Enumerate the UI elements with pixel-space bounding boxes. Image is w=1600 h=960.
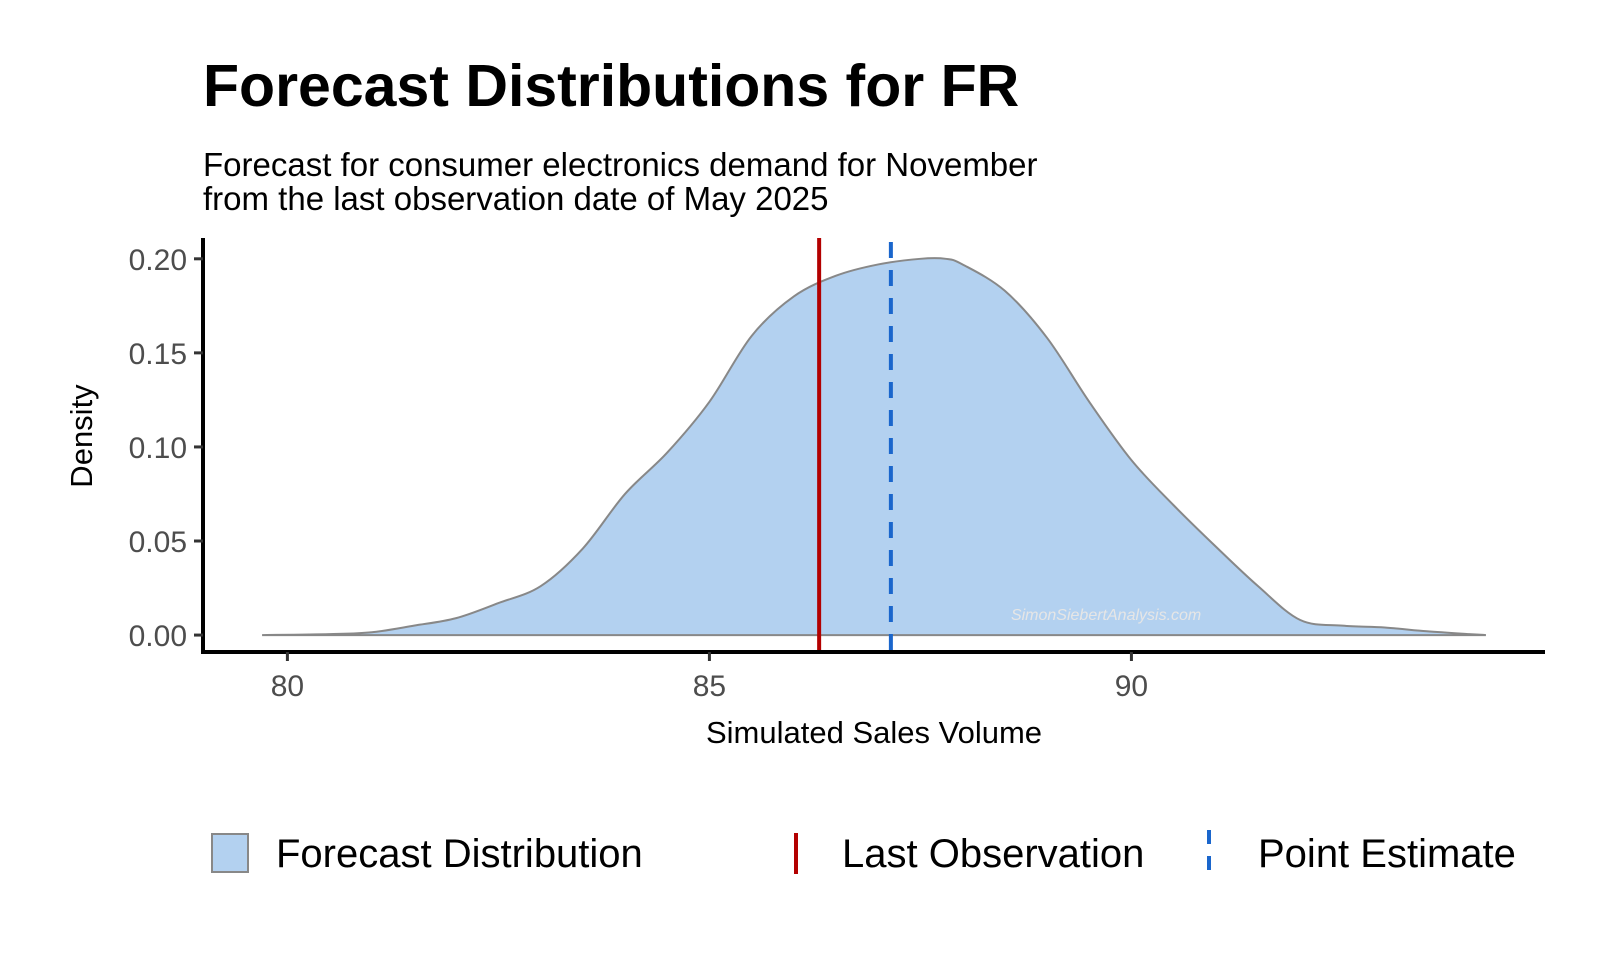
legend-label-forecast-distribution: Forecast Distribution bbox=[276, 832, 643, 876]
legend: Forecast Distribution Last Observation P… bbox=[211, 830, 1516, 876]
y-tick-label: 0.10 bbox=[129, 432, 187, 465]
x-tick-label: 80 bbox=[271, 670, 304, 703]
axes: 0.00 0.05 0.10 0.15 0.20 80 85 90 Simulated Sa… bbox=[64, 238, 1545, 750]
y-ticks: 0.00 0.05 0.10 0.15 0.20 bbox=[129, 244, 203, 653]
x-axis-title: Simulated Sales Volume bbox=[706, 715, 1042, 750]
y-tick-label: 0.15 bbox=[129, 338, 187, 371]
x-tick-label: 85 bbox=[693, 670, 726, 703]
x-tick: 80 bbox=[271, 652, 304, 703]
plot-area: SimonSiebertAnalysis.com bbox=[262, 238, 1486, 652]
density-area bbox=[262, 257, 1486, 637]
x-tick: 90 bbox=[1115, 652, 1148, 703]
y-tick: 0.20 bbox=[129, 244, 203, 277]
x-tick: 85 bbox=[693, 652, 726, 703]
watermark-text: SimonSiebertAnalysis.com bbox=[1011, 607, 1201, 624]
chart-subtitle-line-1: Forecast for consumer electronics demand… bbox=[203, 146, 1038, 183]
legend-label-point-estimate: Point Estimate bbox=[1258, 832, 1516, 876]
y-axis-title: Density bbox=[64, 384, 99, 488]
chart-title: Forecast Distributions for FR bbox=[203, 53, 1020, 119]
y-tick: 0.10 bbox=[129, 432, 203, 465]
y-tick-label: 0.00 bbox=[129, 620, 187, 653]
legend-key-forecast-distribution bbox=[211, 833, 249, 873]
y-tick: 0.00 bbox=[129, 620, 203, 653]
x-ticks: 80 85 90 bbox=[271, 652, 1148, 703]
y-tick: 0.15 bbox=[129, 338, 203, 371]
legend-label-last-observation: Last Observation bbox=[842, 832, 1144, 876]
y-tick-label: 0.05 bbox=[129, 526, 187, 559]
y-tick: 0.05 bbox=[129, 526, 203, 559]
y-tick-label: 0.20 bbox=[129, 244, 187, 277]
x-tick-label: 90 bbox=[1115, 670, 1148, 703]
chart-subtitle-line-2: from the last observation date of May 20… bbox=[203, 180, 829, 217]
